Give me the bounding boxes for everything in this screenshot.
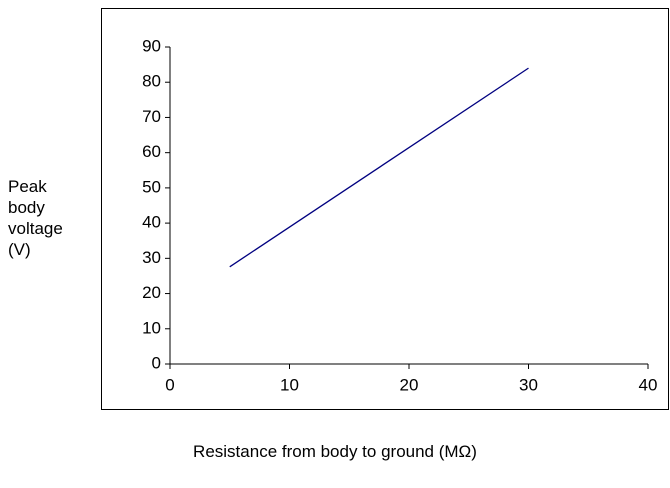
- x-tick-label: 10: [280, 375, 299, 394]
- x-tick-label: 0: [165, 375, 174, 394]
- x-tick-label: 40: [639, 375, 658, 394]
- x-axis-label: Resistance from body to ground (MΩ): [193, 442, 477, 461]
- y-tick-label: 30: [142, 248, 161, 267]
- x-tick-label: 30: [519, 375, 538, 394]
- y-tick-label: 50: [142, 177, 161, 196]
- y-tick-label: 40: [142, 213, 161, 232]
- y-tick-label: 10: [142, 318, 161, 337]
- y-axis-label: Peak body voltage (V): [8, 177, 63, 259]
- y-tick-label: 90: [142, 36, 161, 55]
- chart-border: [101, 8, 669, 410]
- y-tick-label: 60: [142, 142, 161, 161]
- data-line: [229, 67, 529, 268]
- y-tick-label: 20: [142, 283, 161, 302]
- y-tick-label: 80: [142, 72, 161, 91]
- y-tick-label: 0: [152, 353, 161, 372]
- y-tick-label: 70: [142, 107, 161, 126]
- x-tick-label: 20: [400, 375, 419, 394]
